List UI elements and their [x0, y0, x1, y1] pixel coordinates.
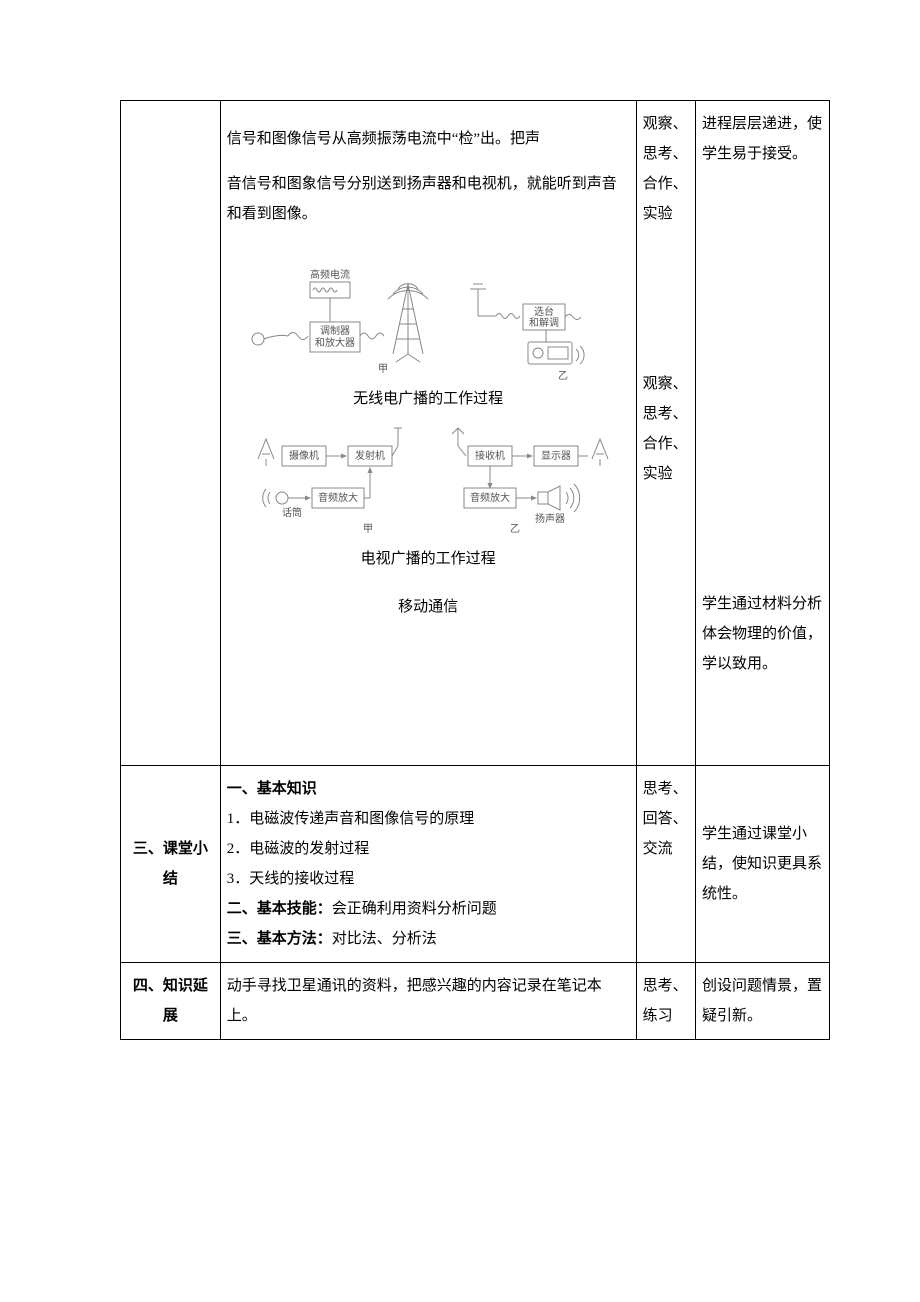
content-p1: 信号和图像信号从高频振荡电流中“检”出。把声 — [227, 124, 630, 154]
label-yi-2: 乙 — [510, 523, 520, 535]
content-cell-3: 动手寻找卫星通讯的资料，把感兴趣的内容记录在笔记本上。 — [220, 963, 636, 1040]
summary-h2: 二、基本技能： — [227, 901, 332, 917]
label-yi-1: 乙 — [558, 370, 568, 382]
intent-text-top: 进程层层递进，使学生易于接受。 — [702, 109, 823, 169]
row-knowledge-extend: 四、知识延展 动手寻找卫星通讯的资料，把感兴趣的内容记录在笔记本上。 思考、练习… — [121, 963, 830, 1040]
box-camera: 摄像机 — [289, 449, 319, 462]
section-cell-2: 三、课堂小结 — [121, 766, 221, 963]
box-receiver: 接收机 — [475, 449, 505, 462]
heading-mobile-comm: 移动通信 — [227, 592, 630, 622]
summary-l4: 会正确利用资料分析问题 — [332, 901, 497, 917]
activity-cell-2: 思考、回答、交流 — [636, 766, 695, 963]
activity-block-2: 观察、思考、合作、实验 — [643, 369, 689, 489]
activity-block-1: 观察、思考、合作、实验 — [643, 109, 689, 229]
summary-l5: 对比法、分析法 — [332, 931, 437, 947]
section-cell-3: 四、知识延展 — [121, 963, 221, 1040]
label-mic: 话筒 — [282, 506, 302, 519]
label-modulator: 调制器 — [320, 324, 350, 337]
content-cell-2: 一、基本知识 1．电磁波传递声音和图像信号的原理 2．电磁波的发射过程 3．天线… — [220, 766, 636, 963]
diagram-caption-radio: 无线电广播的工作过程 — [248, 384, 608, 414]
section-cell-1 — [121, 101, 221, 766]
content-p2: 音信号和图象信号分别送到扬声器和电视机，就能听到声音和看到图像。 — [227, 169, 630, 229]
summary-l1: 1．电磁波传递声音和图像信号的原理 — [227, 804, 630, 834]
box-audio-amp-l: 音频放大 — [318, 491, 358, 504]
summary-h3: 三、基本方法： — [227, 931, 332, 947]
intent-text-bottom: 学生通过材料分析体会物理的价值，学以致用。 — [702, 589, 823, 679]
intent-cell-2: 学生通过课堂小结，使知识更具系统性。 — [696, 766, 830, 963]
row-class-summary: 三、课堂小结 一、基本知识 1．电磁波传递声音和图像信号的原理 2．电磁波的发射… — [121, 766, 830, 963]
label-jia-2: 甲 — [363, 524, 373, 535]
activity-cell-3: 思考、练习 — [636, 963, 695, 1040]
intent-cell-3: 创设问题情景，置疑引新。 — [696, 963, 830, 1040]
label-jia-1: 甲 — [378, 364, 388, 375]
svg-text:选台: 选台 — [534, 305, 554, 318]
summary-h1: 一、基本知识 — [227, 781, 317, 797]
box-transmitter: 发射机 — [355, 449, 385, 462]
svg-text:和解调: 和解调 — [529, 316, 559, 329]
intent-cell-1: 进程层层递进，使学生易于接受。 学生通过材料分析体会物理的价值，学以致用。 — [696, 101, 830, 766]
row-teaching-process: 信号和图像信号从高频振荡电流中“检”出。把声 音信号和图象信号分别送到扬声器和电… — [121, 101, 830, 766]
diagram-tv-broadcast: 摄像机 发射机 接收机 显示器 — [248, 424, 608, 574]
diagram-caption-tv: 电视广播的工作过程 — [248, 544, 608, 574]
activity-cell-1: 观察、思考、合作、实验 观察、思考、合作、实验 — [636, 101, 695, 766]
box-display: 显示器 — [541, 450, 571, 462]
content-cell-1: 信号和图像信号从高频振荡电流中“检”出。把声 音信号和图象信号分别送到扬声器和电… — [220, 101, 636, 766]
summary-l2: 2．电磁波的发射过程 — [227, 834, 630, 864]
lesson-plan-table: 信号和图像信号从高频振荡电流中“检”出。把声 音信号和图象信号分别送到扬声器和电… — [120, 100, 830, 1040]
diagram-radio-broadcast: 调制器 和放大器 高频电流 甲 — [248, 244, 608, 414]
svg-text:和放大器: 和放大器 — [315, 336, 355, 349]
summary-l3: 3．天线的接收过程 — [227, 864, 630, 894]
label-speaker: 扬声器 — [535, 512, 565, 525]
label-hf-current: 高频电流 — [310, 268, 350, 281]
box-audio-amp-r: 音频放大 — [470, 491, 510, 504]
